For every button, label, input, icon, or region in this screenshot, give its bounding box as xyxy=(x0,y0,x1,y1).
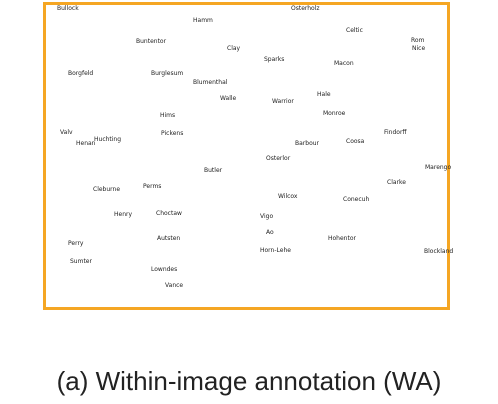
place-label-vance: Vance xyxy=(165,282,184,289)
place-label-vigo: Vigo xyxy=(260,213,274,220)
place-label-autsten: Autsten xyxy=(157,235,181,242)
place-label-henan: Henan xyxy=(76,140,96,147)
place-label-perms: Perms xyxy=(143,183,162,190)
place-label-warrior: Warrior xyxy=(272,98,294,105)
place-label-nice: Nice xyxy=(412,45,426,52)
place-label-rom: Rom xyxy=(411,37,425,44)
place-label-borgfeld: Borgfeld xyxy=(68,70,94,77)
place-label-clay: Clay xyxy=(227,45,241,52)
place-label-bullock: Bullock xyxy=(57,5,79,12)
place-label-osterholz: Osterholz xyxy=(291,5,320,12)
place-label-macon: Macon xyxy=(334,60,354,67)
place-label-hale: Hale xyxy=(317,91,331,98)
place-label-perry: Perry xyxy=(68,240,84,247)
place-label-buntentor: Buntentor xyxy=(136,38,167,45)
place-label-findorff: Findorff xyxy=(384,129,407,136)
place-label-ao: Ao xyxy=(266,229,274,236)
place-label-walle: Walle xyxy=(220,95,237,102)
place-label-butler: Butler xyxy=(204,167,223,174)
place-label-henry: Henry xyxy=(114,211,133,218)
place-label-hohentor: Hohentor xyxy=(328,235,356,242)
place-label-monroe: Monroe xyxy=(323,110,346,117)
place-label-barbour: Barbour xyxy=(295,140,320,147)
place-label-huchting: Huchting xyxy=(94,136,122,143)
place-label-lowndes: Lowndes xyxy=(151,266,178,273)
place-label-marengo: Marengo xyxy=(425,164,452,171)
place-label-pickens: Pickens xyxy=(161,130,184,137)
place-label-hims: Hims xyxy=(160,112,176,119)
place-label-horn-lehe: Horn-Lehe xyxy=(260,247,291,254)
figure-caption: (a) Within-image annotation (WA) xyxy=(56,366,442,396)
place-label-conecuh: Conecuh xyxy=(343,196,370,203)
place-label-sparks: Sparks xyxy=(264,56,285,63)
place-label-coosa: Coosa xyxy=(346,138,365,145)
place-label-sumter: Sumter xyxy=(70,258,92,265)
place-label-blumenthal: Blumenthal xyxy=(193,79,228,86)
place-label-celtic: Celtic xyxy=(346,27,363,34)
place-label-valv: Valv xyxy=(60,129,73,136)
place-label-hamm: Hamm xyxy=(193,17,213,24)
place-label-choctaw: Choctaw xyxy=(156,210,182,217)
place-label-osterlor: Osterlor xyxy=(266,155,291,162)
place-label-blockland: Blockland xyxy=(424,248,454,255)
place-label-wilcox: Wilcox xyxy=(278,193,298,200)
place-label-cleburne: Cleburne xyxy=(93,186,121,193)
annotation-frame xyxy=(43,2,450,310)
place-label-clarke: Clarke xyxy=(387,179,406,186)
place-label-burglesum: Burglesum xyxy=(151,70,184,77)
